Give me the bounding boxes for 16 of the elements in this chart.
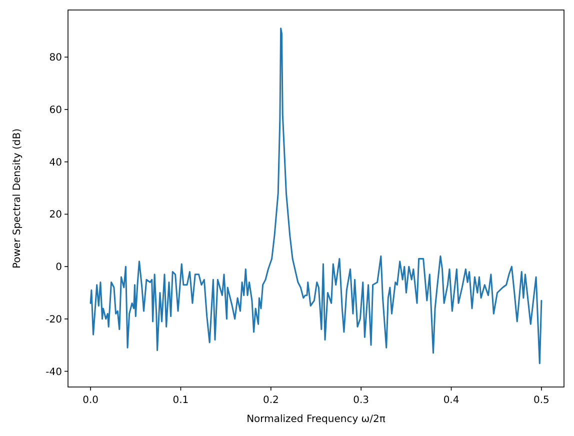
- y-tick-label: -40: [46, 366, 62, 378]
- x-tick-label: 0.2: [262, 395, 279, 406]
- y-axis-title: Power Spectral Density (dB): [12, 128, 23, 269]
- x-tick-label: 0.3: [353, 395, 370, 406]
- x-tick-label: 0.5: [534, 395, 550, 406]
- y-tick-label: 60: [49, 104, 62, 116]
- x-tick-label: 0.4: [443, 395, 460, 406]
- x-tick-label: 0.1: [172, 395, 189, 406]
- y-tick-label: -20: [46, 314, 62, 326]
- x-tick-label: 0.0: [82, 395, 98, 406]
- line-series: [90, 28, 542, 364]
- y-tick-label: 20: [49, 210, 62, 221]
- y-tick-label: 0: [56, 262, 62, 274]
- y-tick-label: 40: [49, 157, 62, 168]
- y-tick-label: 80: [49, 52, 62, 64]
- x-axis-title: Normalized Frequency ω/2π: [246, 414, 386, 425]
